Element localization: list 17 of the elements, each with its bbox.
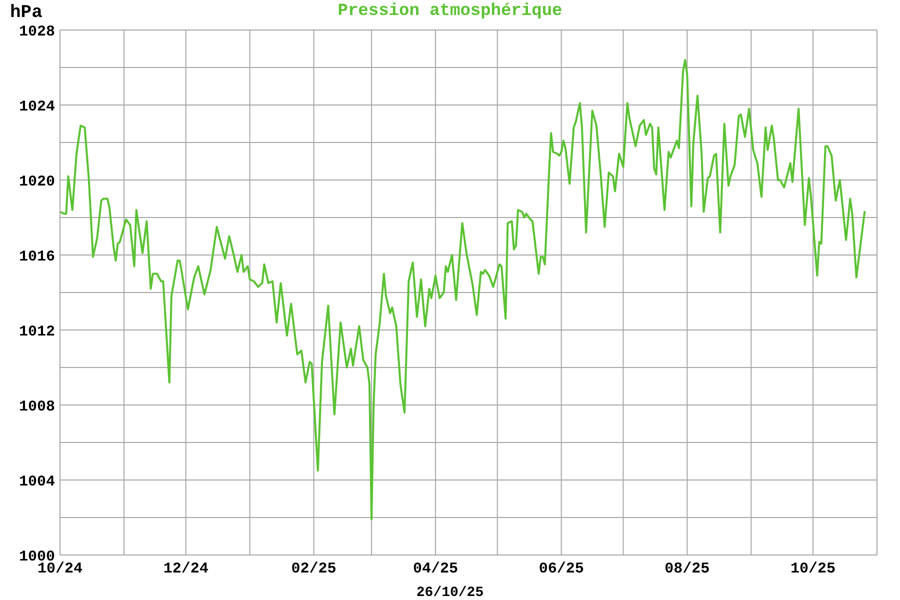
y-tick-label: 1028 bbox=[18, 23, 55, 40]
y-axis-title: hPa bbox=[10, 3, 43, 23]
y-tick-label: 1008 bbox=[18, 398, 55, 416]
x-tick-label: 12/24 bbox=[163, 560, 208, 578]
x-tick-label: 04/25 bbox=[412, 560, 458, 578]
x-axis-title: 26/10/25 bbox=[416, 585, 484, 600]
y-tick-label: 1016 bbox=[18, 248, 55, 266]
x-tick-label: 02/25 bbox=[291, 560, 336, 578]
x-tick-label: 08/25 bbox=[664, 560, 710, 578]
y-tick-label: 1024 bbox=[18, 98, 55, 116]
chart-title: Pression atmosphérique bbox=[338, 2, 562, 21]
y-tick-label: 1020 bbox=[18, 173, 55, 190]
y-tick-label: 1004 bbox=[18, 473, 55, 490]
line-series bbox=[60, 59, 866, 520]
x-tick-label: 10/25 bbox=[790, 560, 836, 578]
y-tick-label: 1012 bbox=[18, 323, 55, 340]
x-tick-label: 06/25 bbox=[538, 560, 584, 578]
